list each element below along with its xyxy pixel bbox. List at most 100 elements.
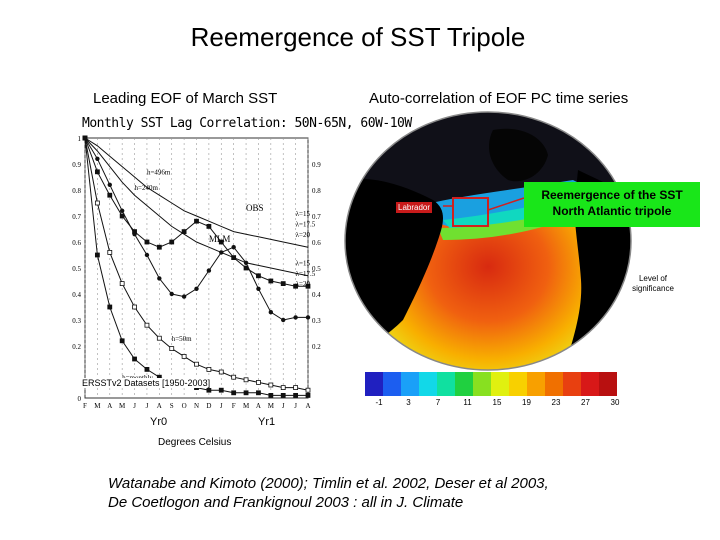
data-point (305, 315, 311, 320)
data-point (156, 244, 162, 250)
data-point (256, 390, 261, 396)
year1-label: Yr1 (258, 416, 276, 428)
data-point (218, 369, 224, 375)
annotation-mlm: MLM (209, 234, 231, 244)
colorbar-swatch (437, 372, 455, 396)
annotation-hmonthly: h=monthly (122, 374, 153, 382)
data-point (107, 304, 113, 310)
data-point (94, 169, 100, 175)
data-point (281, 317, 286, 323)
colorbar-tick-label: 11 (463, 398, 472, 407)
data-point (132, 356, 137, 362)
month-tick-label: D (206, 402, 211, 410)
annotation-lambda15a: λ=15 (296, 210, 311, 218)
data-point (256, 379, 261, 385)
colorbar-swatch (473, 372, 491, 396)
colorbar-swatch (563, 372, 581, 396)
left-tick-label: 1 (78, 135, 82, 143)
data-point (144, 252, 150, 258)
month-tick-label: J (146, 402, 149, 410)
colorbar-tick-label: -1 (375, 398, 383, 407)
data-point (107, 192, 113, 198)
colorbar-swatch (599, 372, 617, 396)
month-tick-label: N (194, 402, 199, 410)
reemergence-label: Reemergence of the SST North Atlantic tr… (524, 182, 700, 227)
data-point (268, 382, 274, 388)
north-atlantic-globe-map (344, 111, 632, 371)
colorbar-swatch (419, 372, 437, 396)
colorbar-swatch (491, 372, 509, 396)
page-title: Reemergence of SST Tripole (190, 22, 526, 52)
right-tick-label: 0.2 (312, 343, 321, 351)
lag-correlation-chart: 1 0.9 0.8 0.7 0.6 0.5 0.4 0.3 0.2 0 0.9 0.8 0.7 0.6 0.… (63, 108, 325, 438)
data-point (293, 392, 299, 398)
colorbar-swatch (383, 372, 401, 396)
month-tick-label: J (294, 402, 297, 410)
data-point (218, 387, 224, 393)
colorbar-swatch (581, 372, 599, 396)
month-tick-label: J (220, 402, 223, 410)
colorbar-tick-label: 30 (610, 398, 620, 407)
annotation-h496: h=496m (147, 168, 171, 176)
data-point (119, 281, 125, 287)
data-point (132, 232, 137, 237)
colorbar-tick-label: 15 (492, 398, 502, 407)
data-point (256, 273, 261, 279)
data-point (119, 338, 125, 344)
left-tick-label: 0.4 (72, 291, 81, 299)
annotation-lambda175b: λ=17.5 (296, 270, 316, 278)
data-point (94, 200, 100, 206)
colorbar-tick-label: 23 (551, 398, 561, 407)
right-tick-label: 0.4 (312, 291, 321, 299)
annotation-lambda20b: λ=20 (296, 280, 311, 288)
colorbar-labels: -1 3 7 11 15 19 23 27 30 (365, 398, 620, 410)
month-tick-label: A (107, 402, 112, 410)
data-point (268, 310, 274, 315)
data-point (107, 249, 113, 255)
month-tick-label: S (170, 402, 174, 410)
month-tick-label: M (94, 402, 101, 410)
colorbar-tick-label: 3 (406, 398, 411, 407)
data-point (280, 392, 286, 398)
left-tick-label: 0.7 (72, 213, 81, 221)
series-line (84, 137, 309, 277)
data-point (95, 156, 100, 161)
data-point (157, 276, 162, 281)
left-tick-label: 0.3 (72, 317, 81, 325)
data-point (231, 374, 237, 380)
month-tick-label: O (182, 402, 187, 410)
year0-label: Yr0 (150, 416, 168, 428)
colorbar-tick-label: 19 (522, 398, 531, 407)
annotation-obs: OBS (246, 203, 264, 213)
data-point (280, 281, 286, 287)
data-point (305, 392, 311, 398)
data-point (194, 218, 199, 224)
month-tick-label: A (305, 402, 310, 410)
month-tick-label: F (232, 402, 236, 410)
chart-annotations: OBS MLM h=496m h=240m h=50m h=monthly λ=15 λ=17… (122, 168, 316, 381)
data-point (194, 361, 199, 367)
left-tick-label: 0.8 (72, 187, 81, 195)
citation-line-1: Watanabe and Kimoto (2000); Timlin et al… (108, 475, 549, 492)
left-panel-caption: Leading EOF of March SST (93, 90, 278, 107)
colorbar-tick-label: 27 (581, 398, 590, 407)
data-point (243, 377, 249, 383)
data-point (305, 283, 311, 289)
data-point (82, 135, 88, 141)
month-tick-label: M (268, 402, 275, 410)
chart-title: Monthly SST Lag Correlation: 50N-65N, 60… (82, 116, 412, 131)
data-point (268, 278, 274, 284)
data-point (156, 335, 162, 341)
data-point (206, 224, 212, 229)
month-tick-label: F (83, 402, 87, 410)
labrador-label: Labrador (396, 202, 433, 213)
month-tick-label: A (157, 402, 162, 410)
colorbar-swatch (365, 372, 383, 396)
colorbar-swatch (401, 372, 419, 396)
significance-label: Level of significance (632, 274, 674, 293)
left-tick-label: 0.2 (72, 343, 81, 351)
data-point (243, 390, 249, 396)
right-tick-label: 0.9 (312, 161, 321, 169)
data-point (107, 182, 112, 187)
colorbar-swatch (509, 372, 527, 396)
